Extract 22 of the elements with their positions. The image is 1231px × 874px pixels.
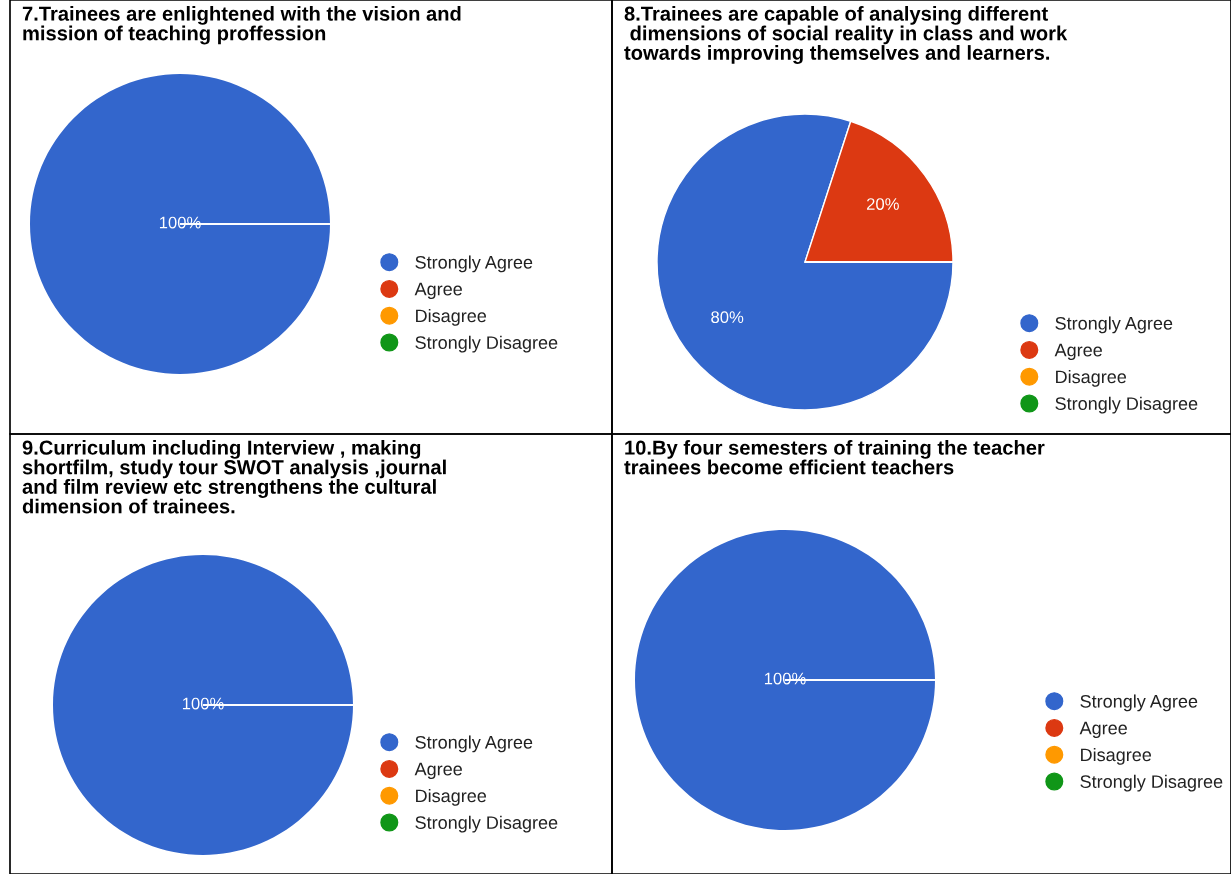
- legend-label: Agree: [414, 762, 462, 780]
- legend-label: Strongly Agree: [415, 255, 533, 273]
- legend-label: Strongly Agree: [415, 735, 533, 753]
- data-label: 80%: [711, 311, 744, 324]
- legend-label: Disagree: [1056, 369, 1127, 387]
- legend-label: Strongly Disagree: [415, 815, 558, 833]
- legend-label: Disagree: [1081, 747, 1152, 765]
- chart-title: 9.Curriculum including Interview , making shortfilm, study tour SWOT analysis ,journal and film review etc strengthens the cultural dimension of trainees.: [22, 440, 446, 514]
- chart-title: 7.Trainees are enlightened with the vision and mission of teaching proffession: [22, 6, 461, 45]
- legend-label: Agree: [414, 282, 462, 300]
- legend-label: Agree: [1054, 343, 1102, 361]
- legend-label: Strongly Agree: [1080, 694, 1198, 712]
- chart-title: 10.By four semesters of training the teacher trainees become efficient teachers: [624, 440, 1045, 475]
- data-label: 20%: [866, 198, 899, 210]
- legend-label: Strongly Agree: [1055, 316, 1173, 334]
- legend-label: Disagree: [416, 308, 487, 326]
- legend-label: Strongly Disagree: [1055, 396, 1198, 414]
- chart-title: 8.Trainees are capable of analysing different dimensions of social reality in class and work towards improving themselves and learners.: [624, 6, 1068, 64]
- legend-label: Strongly Disagree: [415, 335, 558, 353]
- legend-label: Disagree: [416, 788, 487, 806]
- legend-label: Agree: [1079, 721, 1127, 739]
- legend-label: Strongly Disagree: [1080, 774, 1223, 792]
